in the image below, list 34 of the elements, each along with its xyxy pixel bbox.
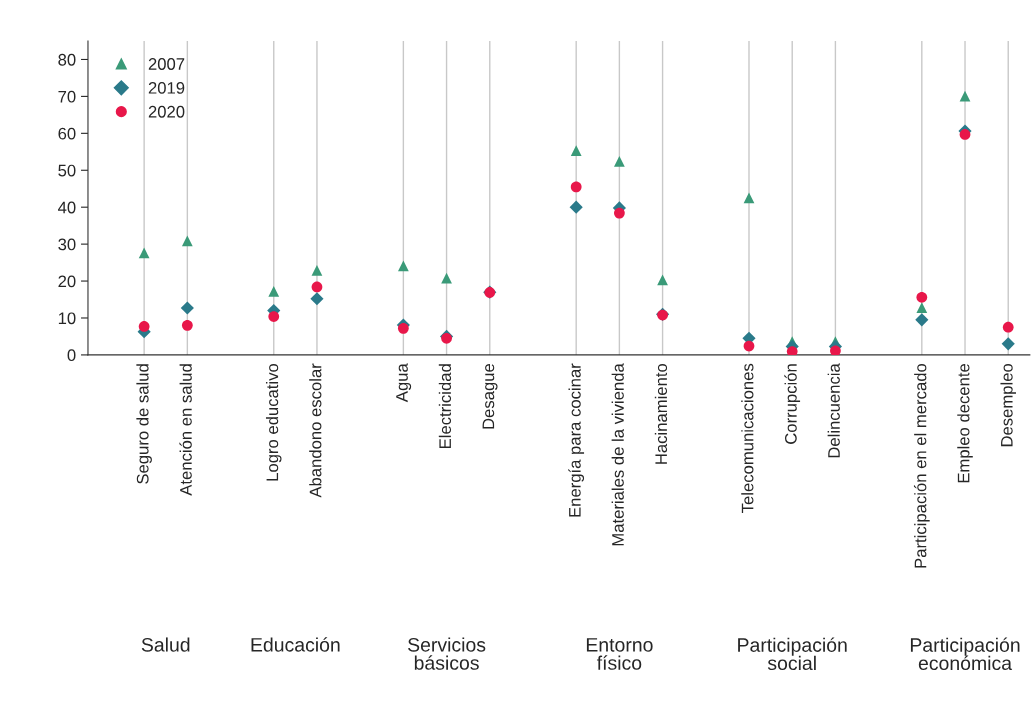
x-tick-label: Hacinamiento (654, 363, 668, 464)
y-tick-label: 50 (58, 164, 76, 177)
x-tick-label: Seguro de salud (136, 364, 152, 484)
x-tick-label: Telecomunicaciones (741, 363, 754, 513)
y-tick-label: 10 (58, 312, 76, 325)
y-tick-label: 80 (58, 53, 76, 66)
x-tick-label: Delincuencia (827, 363, 840, 458)
text: Salud (141, 637, 190, 652)
x-tick-label: Energía para cocinar (568, 363, 585, 517)
legend-label: 2019 (148, 81, 185, 94)
x-tick-label: Electricidad (438, 364, 452, 449)
x-tick-label: Corrupción (784, 364, 801, 444)
y-tick-label: 70 (58, 90, 76, 103)
y-tick-label: 60 (58, 127, 76, 140)
text: Participación social (738, 637, 847, 671)
x-tick-label: Participación en el mercado (913, 363, 930, 568)
text: Servicios básicos (408, 637, 486, 670)
x-tick-label: Desempleo (1000, 363, 1016, 447)
x-tick-label: Logro educativo (265, 363, 282, 481)
text: Participación económica (910, 637, 1020, 671)
text: Entorno físico (586, 638, 653, 670)
y-tick-label: 40 (58, 201, 76, 214)
x-tick-label: Agua (396, 363, 412, 403)
legend-label: 2020 (148, 105, 185, 118)
x-tick-label: Desague (482, 363, 498, 429)
y-tick-label: 0 (67, 349, 76, 362)
x-tick-label: Abandono escolar (309, 363, 322, 498)
text: Educación (251, 637, 340, 652)
x-tick-label: Materiales de la vivienda (611, 363, 624, 546)
y-tick-label: 20 (58, 275, 76, 288)
x-tick-label: Empleo decente (957, 363, 973, 483)
x-tick-label: Atención en salud (179, 364, 192, 496)
legend-label: 2007 (148, 58, 185, 70)
y-tick-label: 30 (58, 238, 76, 251)
